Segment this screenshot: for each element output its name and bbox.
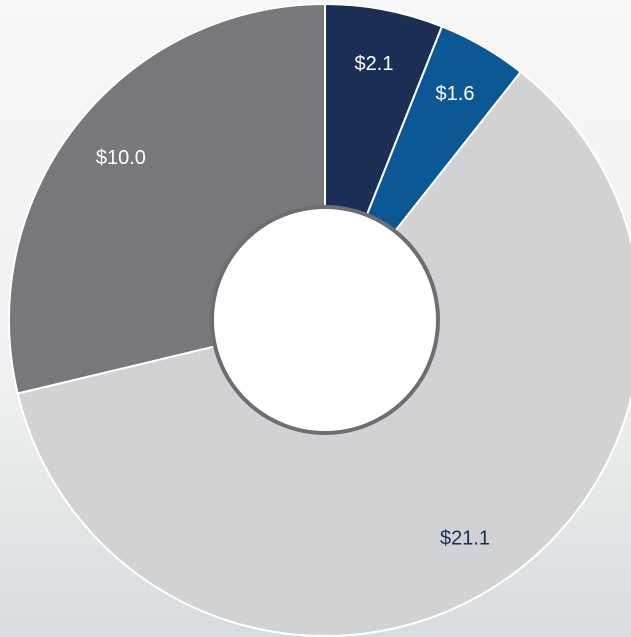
- data-label: $1.6: [436, 83, 475, 105]
- data-label: $2.1: [355, 53, 394, 75]
- data-label: $10.0: [96, 147, 146, 169]
- page: {"chart_data": {"type": "donut", "catego…: [0, 0, 631, 637]
- donut-hole: [212, 207, 438, 433]
- data-label: $21.1: [440, 527, 490, 549]
- chart: $2.1 $1.6 $21.1 $10.0: [0, 0, 631, 637]
